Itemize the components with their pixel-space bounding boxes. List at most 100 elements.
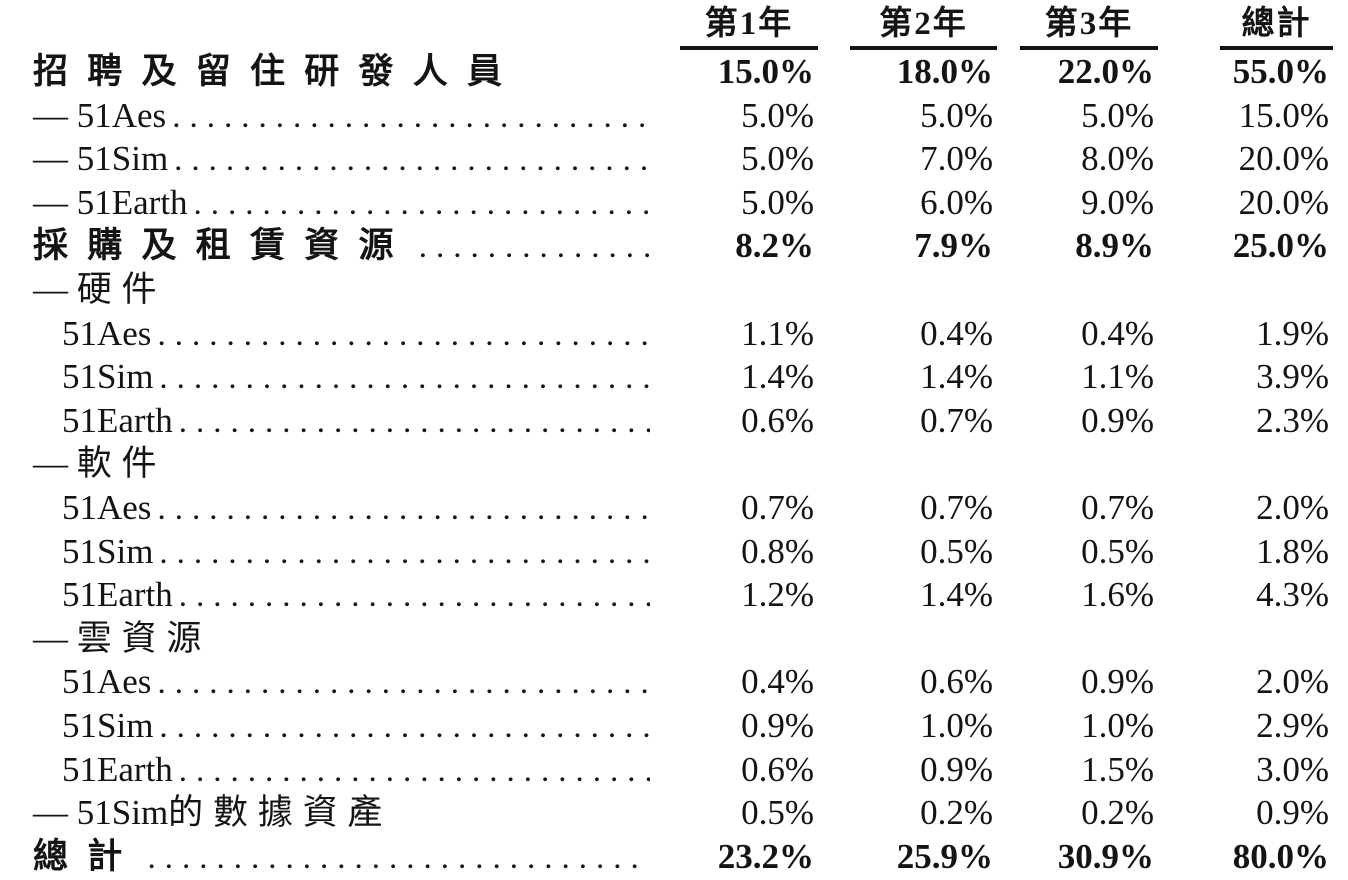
row-label: 51Aes xyxy=(62,312,151,356)
row-label-segment: 的數據資產 xyxy=(168,793,393,833)
table-row: — 雲資源 xyxy=(0,617,1348,661)
header-year1: 第1年 xyxy=(680,5,818,50)
value-total: 2.3% xyxy=(1256,400,1329,440)
row-label-cell: 51Aes ..................................… xyxy=(0,660,650,706)
row-label-segment: 51Aes xyxy=(62,487,152,527)
dot-leader: ........................................… xyxy=(178,403,650,440)
value-year1: 0.9% xyxy=(741,705,814,745)
value-total: 3.0% xyxy=(1256,749,1329,789)
row-label: — 51Earth xyxy=(33,181,188,225)
value-year2: 1.4% xyxy=(920,357,993,397)
row-label-segment: — 51Aes xyxy=(33,95,167,135)
row-label: — 51Sim的數據資產 xyxy=(33,791,392,835)
value-year3: 9.0% xyxy=(1081,182,1154,222)
value-year1: 5.0% xyxy=(741,182,814,222)
value-total: 15.0% xyxy=(1238,95,1329,135)
value-total: 20.0% xyxy=(1238,139,1329,179)
row-label-cell: 51Earth ................................… xyxy=(0,573,650,619)
value-year1: 8.2% xyxy=(735,226,814,266)
row-label-cell: — 硬件 xyxy=(0,268,650,312)
row-label-segment: — xyxy=(33,444,77,484)
row-label-cell: — 51Aes ................................… xyxy=(0,94,650,140)
row-label: 51Sim xyxy=(62,530,153,574)
value-year2: 0.7% xyxy=(920,400,993,440)
row-label-segment: 雲資源 xyxy=(76,618,212,658)
row-label-segment: — 51Earth xyxy=(33,182,188,222)
row-label-segment: — xyxy=(33,618,77,658)
value-year1: 0.6% xyxy=(741,400,814,440)
table-row: 51Aes ..................................… xyxy=(0,312,1348,356)
value-year1: 5.0% xyxy=(741,139,814,179)
value-total: 1.9% xyxy=(1256,313,1329,353)
dot-leader: ........................................… xyxy=(418,229,650,266)
row-label-segment: — 51Sim xyxy=(33,793,169,833)
row-label-segment: 51Earth xyxy=(62,575,173,615)
value-year2: 18.0% xyxy=(896,52,993,91)
dot-leader: ........................................… xyxy=(157,316,650,353)
table-row: — 軟件 xyxy=(0,442,1348,486)
row-label-cell: 總計 .....................................… xyxy=(0,835,650,880)
table-row: 51Earth ................................… xyxy=(0,573,1348,617)
value-year3: 0.9% xyxy=(1081,400,1154,440)
dot-leader: ........................................… xyxy=(159,360,650,397)
table-row: 51Sim ..................................… xyxy=(0,530,1348,574)
row-label-cell: — 51Earth ..............................… xyxy=(0,181,650,227)
value-year2: 0.9% xyxy=(920,749,993,789)
value-year1: 15.0% xyxy=(717,52,814,91)
value-year2: 0.4% xyxy=(920,313,993,353)
row-label-cell: 51Sim ..................................… xyxy=(0,530,650,576)
dot-leader: ........................................… xyxy=(147,839,650,876)
row-label-segment: 51Aes xyxy=(62,313,152,353)
row-label-segment: — 51Sim xyxy=(33,139,169,179)
row-label-cell: 51Aes ..................................… xyxy=(0,312,650,358)
value-year2: 0.2% xyxy=(920,793,993,833)
value-total: 2.0% xyxy=(1256,487,1329,527)
value-total: 2.9% xyxy=(1256,705,1329,745)
row-label-cell: 51Earth ................................… xyxy=(0,399,650,445)
table-row: 採購及租賃資源 ................................… xyxy=(0,224,1348,268)
table-row: 招聘及留住研發人員 15.0% 18.0% 22.0% 55.0% xyxy=(0,50,1348,94)
row-label: 51Sim xyxy=(62,355,153,399)
table-row: — 硬件 xyxy=(0,268,1348,312)
row-label: — 硬件 xyxy=(33,268,166,312)
row-label-segment: 51Sim xyxy=(62,357,154,397)
row-label-segment: 51Earth xyxy=(62,749,173,789)
value-year3: 0.2% xyxy=(1081,793,1154,833)
value-year3: 1.6% xyxy=(1081,575,1154,615)
row-label: 51Aes xyxy=(62,660,151,704)
value-total: 55.0% xyxy=(1232,52,1329,91)
row-label-segment: 硬件 xyxy=(76,269,167,309)
value-total: 80.0% xyxy=(1232,836,1329,876)
value-total: 3.9% xyxy=(1256,357,1329,397)
value-year2: 6.0% xyxy=(920,182,993,222)
value-year3: 1.0% xyxy=(1081,705,1154,745)
value-year2: 7.0% xyxy=(920,139,993,179)
value-year2: 7.9% xyxy=(914,226,993,266)
value-year3: 30.9% xyxy=(1057,836,1154,876)
row-label-cell: — 51Sim ................................… xyxy=(0,137,650,183)
dot-leader: ........................................… xyxy=(193,185,650,222)
value-year1: 0.7% xyxy=(741,487,814,527)
value-year1: 1.4% xyxy=(741,357,814,397)
table-body: 招聘及留住研發人員 15.0% 18.0% 22.0% 55.0% — 51Ae… xyxy=(0,50,1348,878)
table-row: 51Aes ..................................… xyxy=(0,660,1348,704)
dot-leader: ........................................… xyxy=(159,708,650,745)
dot-leader: ........................................… xyxy=(178,752,650,789)
value-year2: 0.5% xyxy=(920,531,993,571)
row-label-cell: — 軟件 xyxy=(0,442,650,486)
dot-leader: ........................................… xyxy=(174,142,650,179)
value-year3: 0.7% xyxy=(1081,487,1154,527)
value-total: 1.8% xyxy=(1256,531,1329,571)
value-total: 20.0% xyxy=(1238,182,1329,222)
row-label: — 51Sim xyxy=(33,137,168,181)
row-label: 51Sim xyxy=(62,704,153,748)
value-year3: 0.9% xyxy=(1081,662,1154,702)
value-total: 0.9% xyxy=(1256,793,1329,833)
table-row: 51Sim ..................................… xyxy=(0,355,1348,399)
table-row: — 51Aes ................................… xyxy=(0,94,1348,138)
row-label-cell: 採購及租賃資源 ................................… xyxy=(0,224,650,270)
table-row: 總計 .....................................… xyxy=(0,835,1348,879)
value-year2: 0.6% xyxy=(920,662,993,702)
value-total: 25.0% xyxy=(1232,226,1329,266)
value-year3: 0.5% xyxy=(1081,531,1154,571)
